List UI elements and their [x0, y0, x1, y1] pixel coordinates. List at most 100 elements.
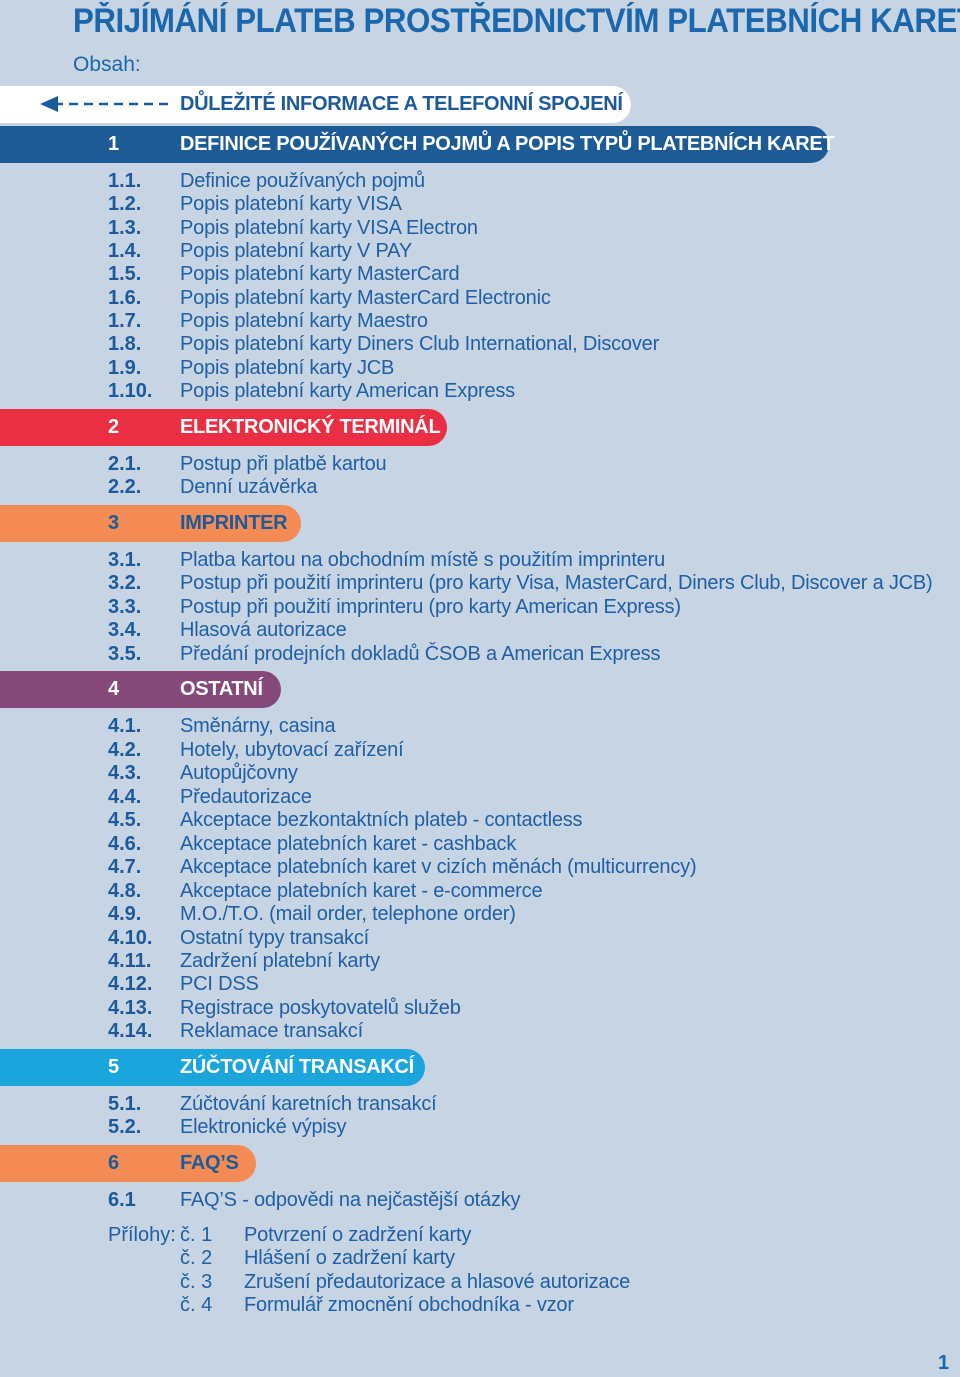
item-text: Definice používaných pojmů: [180, 170, 425, 192]
section-title: DEFINICE POUŽÍVANÝCH POJMŮ A POPIS TYPŮ …: [180, 133, 835, 155]
item-number: 5.2.: [108, 1116, 142, 1138]
section-banner-4[interactable]: 4 OSTATNÍ: [0, 671, 281, 708]
item-number: 6.1: [108, 1189, 136, 1211]
item-text: Akceptace platebních karet v cizích měná…: [180, 856, 697, 878]
item-text: Popis platební karty MasterCard Electron…: [180, 287, 551, 309]
item-text: Popis platební karty V PAY: [180, 240, 412, 262]
item-number: 1.1.: [108, 170, 142, 192]
item-number: 3.5.: [108, 643, 142, 665]
item-number: 3.2.: [108, 572, 142, 594]
item-number: 5.1.: [108, 1093, 142, 1115]
attachment-number: č. 1: [180, 1224, 213, 1246]
attachments-label: Přílohy:: [108, 1224, 176, 1246]
item-text: Popis platební karty VISA Electron: [180, 217, 478, 239]
item-number: 1.6.: [108, 287, 142, 309]
item-text: Popis platební karty VISA: [180, 193, 402, 215]
item-text: Registrace poskytovatelů služeb: [180, 997, 461, 1019]
item-number: 4.9.: [108, 903, 142, 925]
item-number: 2.1.: [108, 453, 142, 475]
item-text: Hotely, ubytovací zařízení: [180, 739, 404, 761]
item-number: 3.3.: [108, 596, 142, 618]
item-number: 4.3.: [108, 762, 142, 784]
section-number: 6: [108, 1152, 120, 1174]
item-number: 1.4.: [108, 240, 142, 262]
item-number: 1.2.: [108, 193, 142, 215]
item-text: Hlasová autorizace: [180, 619, 347, 641]
item-text: Předautorizace: [180, 786, 312, 808]
item-number: 1.7.: [108, 310, 142, 332]
section-banner-6[interactable]: 6 FAQ’S: [0, 1145, 256, 1182]
attachment-number: č. 2: [180, 1247, 213, 1269]
important-info-banner[interactable]: DŮLEŽITÉ INFORMACE A TELEFONNÍ SPOJENÍ: [0, 86, 631, 123]
item-text: Předání prodejních dokladů ČSOB a Americ…: [180, 643, 661, 665]
item-text: Ostatní typy transakcí: [180, 927, 370, 949]
section-title: IMPRINTER: [180, 512, 288, 534]
section-number: 2: [108, 416, 120, 438]
item-text: PCI DSS: [180, 973, 259, 995]
item-number: 4.12.: [108, 973, 153, 995]
item-number: 1.3.: [108, 217, 142, 239]
section-banner-5[interactable]: 5 ZÚČTOVÁNÍ TRANSAKCÍ: [0, 1049, 425, 1086]
item-text: Postup při použití imprinteru (pro karty…: [180, 572, 933, 594]
attachment-link[interactable]: Zrušení předautorizace a hlasové autoriz…: [244, 1271, 631, 1293]
item-text: Popis platební karty Diners Club Interna…: [180, 333, 660, 355]
item-number: 4.14.: [108, 1020, 153, 1042]
contents-label: Obsah:: [73, 53, 141, 76]
section-banner-3[interactable]: 3 IMPRINTER: [0, 505, 301, 542]
section-number: 3: [108, 512, 120, 534]
item-text: Autopůjčovny: [180, 762, 298, 784]
item-text: Akceptace platebních karet - cashback: [180, 833, 517, 855]
item-number: 4.1.: [108, 715, 142, 737]
item-text: Akceptace bezkontaktních plateb - contac…: [180, 809, 583, 831]
item-number: 4.6.: [108, 833, 142, 855]
item-number: 1.5.: [108, 263, 142, 285]
section-number: 4: [108, 678, 120, 700]
section-title: FAQ’S: [180, 1152, 239, 1174]
item-text: Popis platební karty American Express: [180, 380, 515, 402]
item-text: Zadržení platební karty: [180, 950, 380, 972]
attachment-link[interactable]: Formulář zmocnění obchodníka - vzor: [244, 1294, 574, 1316]
arrow-left-icon: [40, 96, 168, 112]
item-text: Elektronické výpisy: [180, 1116, 347, 1138]
item-number: 4.10.: [108, 927, 153, 949]
section-title: ZÚČTOVÁNÍ TRANSAKCÍ: [180, 1056, 414, 1078]
item-number: 1.9.: [108, 357, 142, 379]
attachment-link[interactable]: Potvrzení o zadržení karty: [244, 1224, 472, 1246]
section-number: 1: [108, 133, 120, 155]
section-number: 5: [108, 1056, 120, 1078]
item-text: Postup při použití imprinteru (pro karty…: [180, 596, 681, 618]
item-number: 4.2.: [108, 739, 142, 761]
item-text: M.O./T.O. (mail order, telephone order): [180, 903, 516, 925]
section-banner-2[interactable]: 2 ELEKTRONICKÝ TERMINÁL: [0, 409, 447, 446]
item-text: Platba kartou na obchodním místě s použi…: [180, 549, 665, 571]
item-number: 4.13.: [108, 997, 153, 1019]
item-number: 4.4.: [108, 786, 142, 808]
item-number: 3.1.: [108, 549, 142, 571]
attachment-number: č. 3: [180, 1271, 213, 1293]
item-text: Popis platební karty MasterCard: [180, 263, 460, 285]
item-text: Akceptace platebních karet - e-commerce: [180, 880, 543, 902]
item-text: Popis platební karty Maestro: [180, 310, 428, 332]
item-number: 3.4.: [108, 619, 142, 641]
item-number: 4.5.: [108, 809, 142, 831]
item-number: 1.8.: [108, 333, 142, 355]
item-number: 2.2.: [108, 476, 142, 498]
item-text: Zúčtování karetních transakcí: [180, 1093, 437, 1115]
section-banner-1[interactable]: 1 DEFINICE POUŽÍVANÝCH POJMŮ A POPIS TYP…: [0, 126, 835, 163]
item-text: Popis platební karty JCB: [180, 357, 395, 379]
item-number: 4.7.: [108, 856, 142, 878]
attachment-link[interactable]: Hlášení o zadržení karty: [244, 1247, 455, 1269]
important-info-label: DŮLEŽITÉ INFORMACE A TELEFONNÍ SPOJENÍ: [180, 93, 623, 115]
item-text: Denní uzávěrka: [180, 476, 318, 498]
attachment-number: č. 4: [180, 1294, 213, 1316]
section-title: ELEKTRONICKÝ TERMINÁL: [180, 416, 441, 438]
page-number: 1: [938, 1352, 950, 1374]
item-text: Postup při platbě kartou: [180, 453, 387, 475]
item-text: FAQ’S - odpovědi na nejčastější otázky: [180, 1189, 521, 1211]
item-number: 4.8.: [108, 880, 142, 902]
item-number: 1.10.: [108, 380, 153, 402]
item-text: Směnárny, casina: [180, 715, 336, 737]
section-title: OSTATNÍ: [180, 678, 263, 700]
page-title: PŘIJÍMÁNÍ PLATEB PROSTŘEDNICTVÍM PLATEBN…: [73, 2, 960, 40]
item-text: Reklamace transakcí: [180, 1020, 363, 1042]
